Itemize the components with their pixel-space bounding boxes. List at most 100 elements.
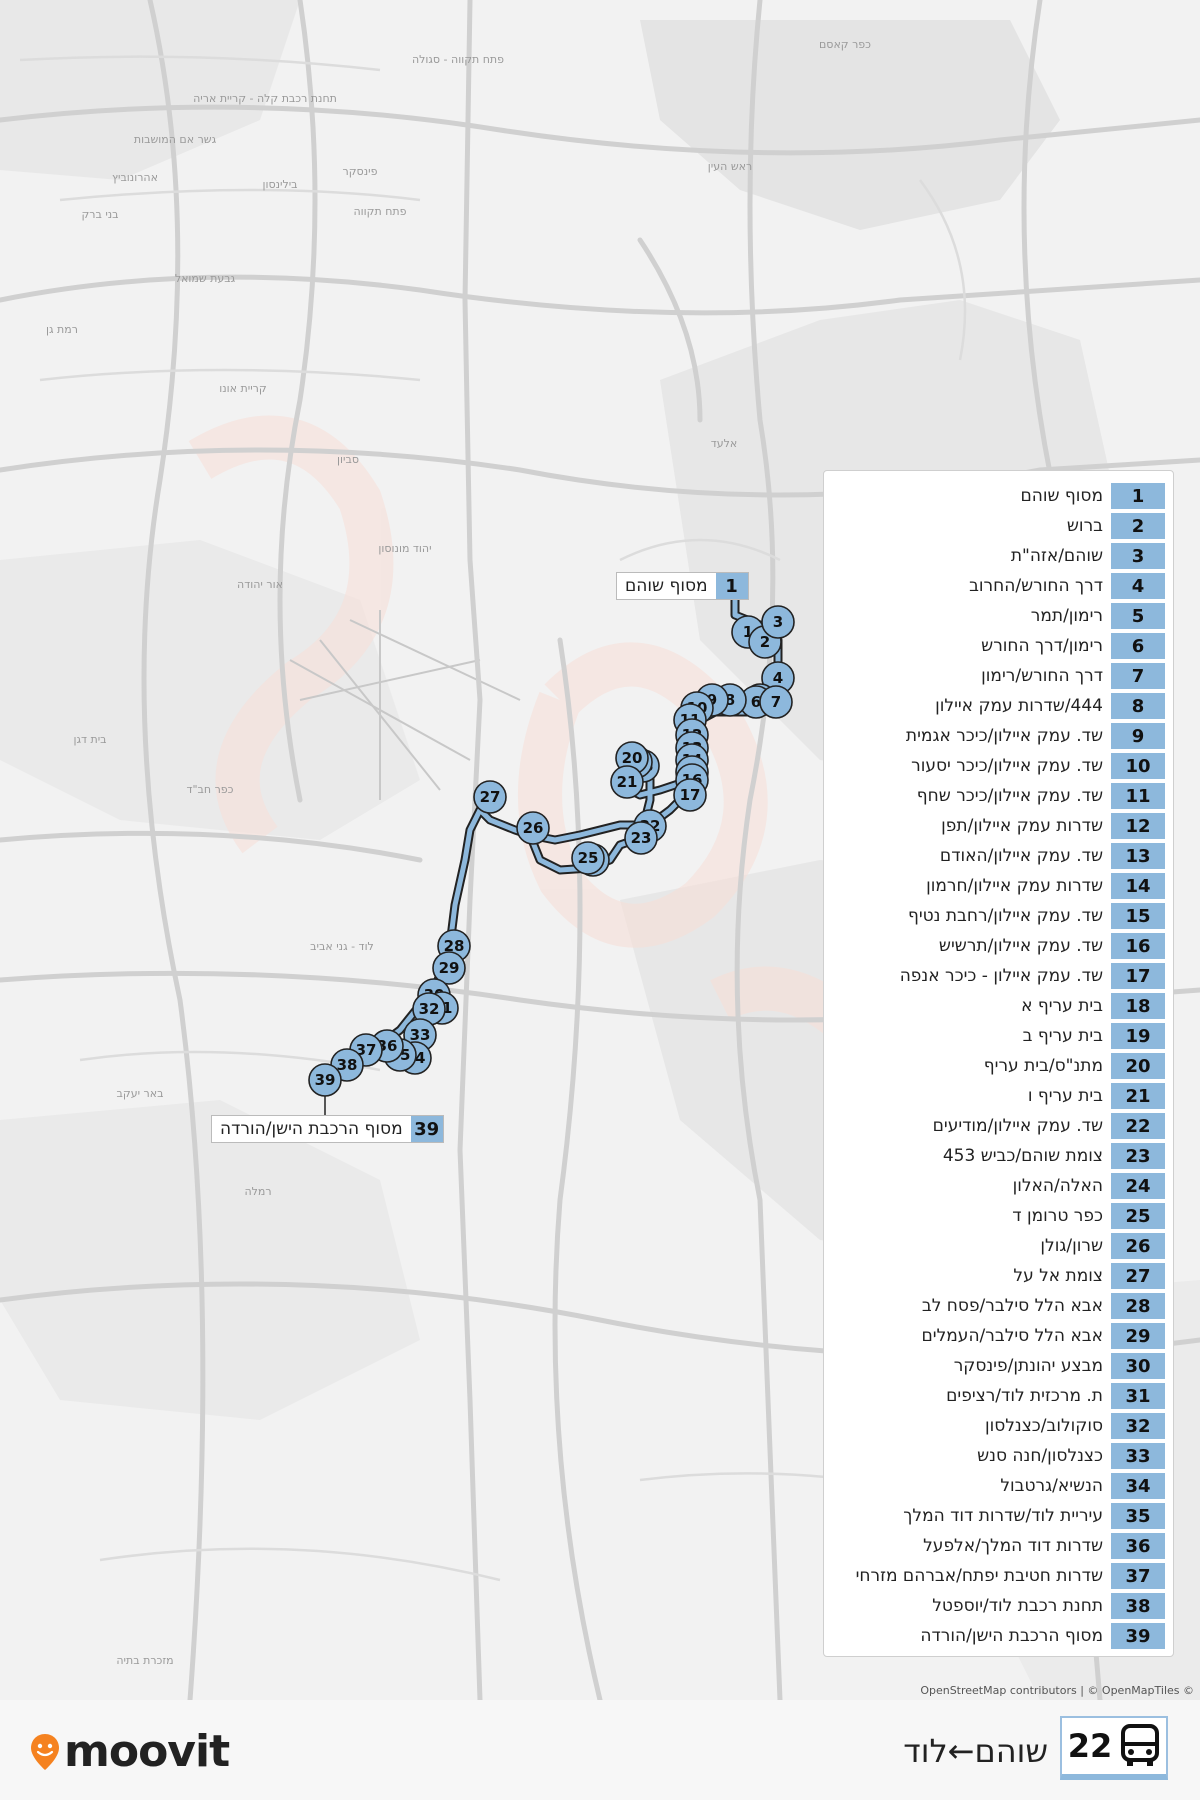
end-stop-callout-number: 39 (410, 1116, 443, 1142)
stop-list-row[interactable]: אבא הלל סילבר/פסח לב 28 (832, 1291, 1165, 1321)
stop-list-row[interactable]: שד. עמק איילון/כיכר יסעור 10 (832, 751, 1165, 781)
stop-list-row[interactable]: כפר טרומן ד 25 (832, 1201, 1165, 1231)
stop-marker-circle[interactable] (673, 778, 707, 812)
stop-list-number: 21 (1111, 1083, 1165, 1109)
stop-list-row[interactable]: 444/שדרות עמק איילון 8 (832, 691, 1165, 721)
stop-list-row[interactable]: מסוף הרכבת הישן/הורדה 39 (832, 1621, 1165, 1651)
stop-list-row[interactable]: מסוף שוהם 1 (832, 481, 1165, 511)
stop-marker-circle[interactable] (516, 811, 550, 845)
stop-list-number: 19 (1111, 1023, 1165, 1049)
place-label: בילינסון (262, 178, 297, 191)
stop-list-row[interactable]: שד. עמק איילון/מודיעים 22 (832, 1111, 1165, 1141)
stop-marker-circle[interactable] (624, 821, 658, 855)
stop-list-row[interactable]: האלה/האלון 24 (832, 1171, 1165, 1201)
stop-list-row[interactable]: דרך החורש/החרוב 4 (832, 571, 1165, 601)
stop-list-number: 30 (1111, 1353, 1165, 1379)
stop-marker-circle[interactable] (473, 780, 507, 814)
stop-list-number: 32 (1111, 1413, 1165, 1439)
brand-name: moovit (64, 1726, 230, 1777)
stop-list-row[interactable]: שד. עמק איילון/כיכר אגמית 9 (832, 721, 1165, 751)
stop-list-name: עיריית לוד/שדרות דוד המלך (903, 1506, 1103, 1526)
moovit-logo[interactable]: moovit (30, 1726, 230, 1777)
stop-list-name: שדרות עמק איילון/תפן (941, 816, 1103, 836)
stop-list-row[interactable]: הנשיא/גרטבול 34 (832, 1471, 1165, 1501)
stop-list-name: שד. עמק איילון/רחבת נטיף (907, 906, 1103, 926)
stop-list-row[interactable]: שדרות עמק איילון/חרמון 14 (832, 871, 1165, 901)
stop-list-name: בית עריף ב (1022, 1026, 1103, 1046)
stop-list-row[interactable]: כצנלסון/חנה סנש 33 (832, 1441, 1165, 1471)
stop-markers: 1234567891011121314151617181920212223242… (308, 605, 795, 1097)
stop-marker[interactable]: 27 (473, 780, 507, 814)
start-stop-callout[interactable]: מסוף שוהם 1 (616, 572, 749, 600)
place-label: גבעת שמואל (175, 272, 236, 285)
stop-list-row[interactable]: שד. עמק איילון/כיכר שחף 11 (832, 781, 1165, 811)
stop-list-row[interactable]: בית עריף ב 19 (832, 1021, 1165, 1051)
stop-list-row[interactable]: צומת שוהם/כביש 453 23 (832, 1141, 1165, 1171)
stop-marker[interactable]: 26 (516, 811, 550, 845)
stop-list-number: 3 (1111, 543, 1165, 569)
map-attribution[interactable]: OpenStreetMap contributors | © OpenMapTi… (920, 1684, 1194, 1697)
stop-list-row[interactable]: בית עריף ו 21 (832, 1081, 1165, 1111)
stop-list-row[interactable]: שרון/גולן 26 (832, 1231, 1165, 1261)
place-labels: כפר קאסם ראש העין פתח תקווה בני ברק גבעת שמו… (46, 38, 871, 1667)
stop-list-row[interactable]: אבא הלל סילבר/העמלים 29 (832, 1321, 1165, 1351)
stop-marker[interactable]: 25 (571, 841, 605, 875)
stop-list-row[interactable]: רימון/דרך החורש 6 (832, 631, 1165, 661)
stop-list-row[interactable]: שדרות חטיבת יפתח/אברהם מזרחי 37 (832, 1561, 1165, 1591)
stop-list-name: מסוף שוהם (1020, 486, 1103, 506)
place-label: בני ברק (81, 208, 118, 221)
stop-list-row[interactable]: שוהם/אזה"ת 3 (832, 541, 1165, 571)
stop-marker[interactable]: 7 (759, 685, 793, 719)
stop-marker-circle[interactable] (610, 765, 644, 799)
stop-marker-number: 21 (617, 773, 638, 791)
stop-list-row[interactable]: ברוש 2 (832, 511, 1165, 541)
stop-list-row[interactable]: צומת אל על 27 (832, 1261, 1165, 1291)
stop-marker[interactable]: 17 (673, 778, 707, 812)
stop-marker-number: 25 (578, 849, 599, 867)
stop-list-row[interactable]: שדרות עמק איילון/תפן 12 (832, 811, 1165, 841)
stop-list-number: 14 (1111, 873, 1165, 899)
end-stop-callout[interactable]: מסוף הרכבת הישן/הורדה 39 (211, 1115, 444, 1143)
stop-marker[interactable]: 29 (432, 951, 466, 985)
stop-list-number: 25 (1111, 1203, 1165, 1229)
stop-list-name: שד. עמק איילון/האודם (939, 846, 1103, 866)
stop-marker[interactable]: 3 (761, 605, 795, 639)
stop-list-row[interactable]: בית עריף א 18 (832, 991, 1165, 1021)
stop-list-row[interactable]: שד. עמק איילון/רחבת נטיף 15 (832, 901, 1165, 931)
stop-marker-number: 26 (523, 819, 544, 837)
stop-list-row[interactable]: שד. עמק איילון/תרשיש 16 (832, 931, 1165, 961)
stop-marker[interactable]: 23 (624, 821, 658, 855)
stop-list-name: האלה/האלון (1012, 1176, 1103, 1196)
stop-list-name: רימון/דרך החורש (981, 636, 1103, 656)
stop-list-row[interactable]: תחנת רכבת לוד/יוספטל 38 (832, 1591, 1165, 1621)
stop-marker[interactable]: 39 (308, 1063, 342, 1097)
stop-marker-circle[interactable] (759, 685, 793, 719)
stop-list-number: 12 (1111, 813, 1165, 839)
stop-list-row[interactable]: מתנ"ס/בית עריף 20 (832, 1051, 1165, 1081)
stop-marker[interactable]: 32 (412, 992, 446, 1026)
stop-marker[interactable]: 37 (349, 1033, 383, 1067)
stop-list-number: 28 (1111, 1293, 1165, 1319)
stop-list-row[interactable]: סוקולוב/כצנלסון 32 (832, 1411, 1165, 1441)
stop-marker-circle[interactable] (432, 951, 466, 985)
stop-list-row[interactable]: עיריית לוד/שדרות דוד המלך 35 (832, 1501, 1165, 1531)
place-label: לוד - גני אביב (310, 940, 374, 953)
stop-list-row[interactable]: דרך החורש/רימון 7 (832, 661, 1165, 691)
stop-marker[interactable]: 21 (610, 765, 644, 799)
stop-list-number: 6 (1111, 633, 1165, 659)
stop-list-row[interactable]: שד. עמק איילון - כיכר אנפה 17 (832, 961, 1165, 991)
stop-list-row[interactable]: מבצע יהונתן/פינסקר 30 (832, 1351, 1165, 1381)
place-label: תחנת רכבת קלה - קריית אריה (193, 92, 337, 105)
stop-marker[interactable]: 4 (761, 661, 795, 695)
stop-marker-circle[interactable] (761, 605, 795, 639)
stop-list-row[interactable]: ת. מרכזית לוד/רציפים 31 (832, 1381, 1165, 1411)
stop-list-row[interactable]: שדרות דוד המלך/אלפעל 36 (832, 1531, 1165, 1561)
place-label: רמת גן (46, 323, 78, 336)
stop-list-number: 22 (1111, 1113, 1165, 1139)
route-badge[interactable]: 22 (1060, 1716, 1168, 1780)
footer-bar (0, 1700, 1200, 1800)
stop-marker-circle[interactable] (571, 841, 605, 875)
stop-list-row[interactable]: שד. עמק איילון/האודם 13 (832, 841, 1165, 871)
stop-marker-circle[interactable] (308, 1063, 342, 1097)
stop-list-row[interactable]: רימון/תמר 5 (832, 601, 1165, 631)
